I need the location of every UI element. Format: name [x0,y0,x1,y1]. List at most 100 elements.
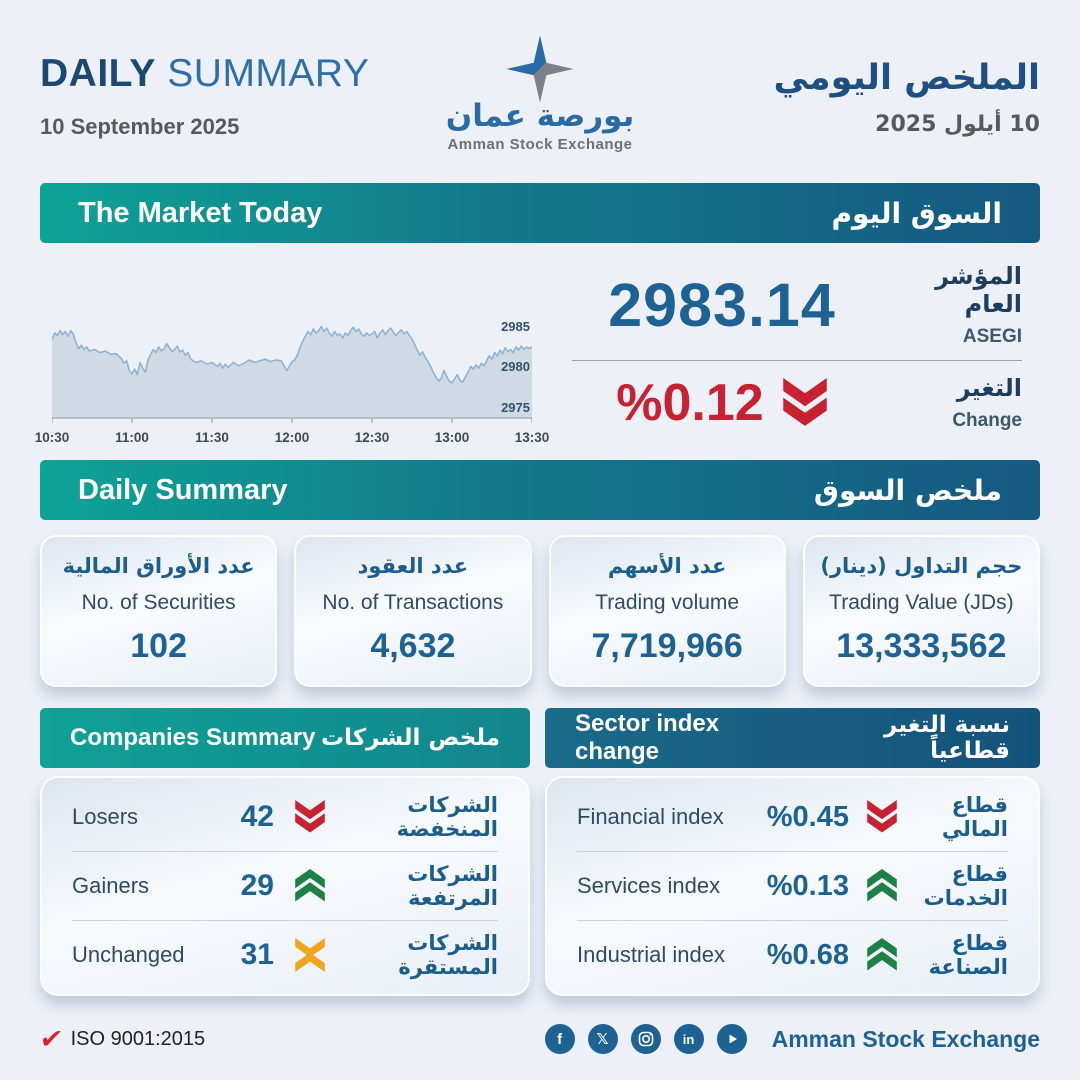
sector-title-en: Sector index change [575,710,720,765]
social-links: f 𝕏 in Amman Stock Exchange [544,1024,1040,1054]
sector-index-panel: Sector index change نسبة التغير قطاعياً … [545,708,1040,996]
double-chevron-up-icon [849,938,915,972]
stat-label-ar: عدد العقود [357,554,469,578]
stat-label-en: No. of Transactions [322,591,504,614]
daily-summary-title-en: Daily Summary [78,473,288,506]
x-tick-label: 11:00 [115,430,149,445]
row-label-en: Industrial index [577,942,725,967]
index-label-ar: المؤشر العام [935,262,1022,318]
footer-brand: Amman Stock Exchange [771,1025,1040,1052]
row-value: 42 [240,800,274,833]
linkedin-icon[interactable]: in [673,1024,704,1054]
double-chevron-up-icon [274,869,346,903]
stat-label-en: No. of Securities [81,591,236,614]
sector-index-banner: Sector index change نسبة التغير قطاعياً [545,708,1040,768]
stat-value: 4,632 [370,627,456,665]
iso-label: ISO 9001:2015 [70,1027,206,1050]
x-tick-label: 12:00 [274,430,310,445]
row-label-en: Services index [577,873,721,898]
ase-logo: بورصة عمان Amman Stock Exchange [430,34,650,153]
chevrons-converge-icon [274,938,346,972]
index-summary: 2983.14 المؤشر العام ASEGI %0.12 التغير … [572,262,1022,433]
row-label-en: Gainers [72,873,150,898]
financial-index-row: Financial index %0.45 قطاع المالي [577,783,1008,851]
row-label-en: Losers [72,804,139,829]
page-title-ar: الملخص اليومي [773,58,1041,98]
iso-certification: ✔ ISO 9001:2015 [38,1024,206,1054]
stat-label-ar: عدد الأسهم [607,554,727,578]
y-tick-label: 2980 [501,359,530,375]
companies-summary-panel: Companies Summary ملخص الشركات Losers 42… [40,708,530,996]
row-value: %0.45 [766,800,849,833]
x-tick-label: 13:30 [514,430,550,445]
row-value: %0.68 [766,938,849,971]
change-label-ar: التغير [956,374,1022,402]
logo-name-en: Amman Stock Exchange [447,136,633,153]
row-label-en: Financial index [577,804,724,829]
index-intraday-chart: 2985 2980 2975 10:30 11:00 11:30 12:00 12:30 13… [35,302,550,454]
change-value: %0.12 [616,374,764,432]
row-value: 31 [240,938,274,971]
logo-name-ar: بورصة عمان [445,98,635,134]
double-chevron-down-icon [849,800,915,834]
x-tick-label: 10:30 [34,430,70,445]
stat-cards-row: عدد الأوراق المالية No. of Securities 10… [40,535,1040,687]
x-tick-label: 11:30 [195,430,229,445]
y-tick-label: 2985 [501,318,530,334]
unchanged-row: Unchanged 31 الشركات المستقرة [72,920,498,989]
stat-label-ar: عدد الأوراق المالية [62,554,255,578]
row-label-ar: الشركات المرتفعة [407,862,498,910]
row-label-en: Unchanged [72,942,185,967]
x-tick-label: 12:30 [354,430,390,445]
chart-x-axis-labels: 10:30 11:00 11:30 12:00 12:30 13:00 13:30 [35,430,550,450]
change-labels: التغير Change [872,374,1022,432]
industrial-index-row: Industrial index %0.68 قطاع الصناعة [577,920,1008,989]
companies-title-ar: ملخص الشركات [321,725,500,751]
stat-label-ar: حجم التداول (دينار) [820,554,1023,578]
companies-summary-banner: Companies Summary ملخص الشركات [40,708,530,768]
row-label-ar: قطاع الصناعة [928,931,1008,979]
market-today-title-en: The Market Today [78,196,323,229]
row-label-ar: قطاع المالي [941,793,1008,841]
instagram-icon[interactable] [630,1024,661,1054]
date-en: 10 September 2025 [40,114,240,139]
index-value: 2983.14 [608,271,836,339]
date-ar: 10 أيلول 2025 [875,112,1040,137]
companies-title-en: Companies Summary [70,724,316,751]
footer: ✔ ISO 9001:2015 f 𝕏 in Amman Stock Excha… [38,1024,1040,1054]
double-chevron-down-icon [782,378,828,428]
change-row: %0.12 التغير Change [572,373,1022,433]
companies-summary-body: Losers 42 الشركات المنخفضة Gainers 29 ال… [40,776,530,996]
x-twitter-icon[interactable]: 𝕏 [587,1024,618,1054]
market-today-banner: The Market Today السوق اليوم [40,183,1040,243]
y-tick-label: 2975 [501,400,530,416]
losers-row: Losers 42 الشركات المنخفضة [72,783,498,851]
bottom-panels: Companies Summary ملخص الشركات Losers 42… [40,708,1040,996]
row-label-ar: قطاع الخدمات [923,862,1008,910]
market-today-title-ar: السوق اليوم [831,196,1002,230]
header-right: الملخص اليومي 10 أيلول 2025 [774,58,1041,137]
double-chevron-down-icon [274,800,346,834]
double-chevron-up-icon [849,869,915,903]
daily-summary-title-ar: ملخص السوق [813,473,1002,507]
change-value-group: %0.12 [572,373,872,433]
stat-card-securities: عدد الأوراق المالية No. of Securities 10… [40,535,278,687]
youtube-icon[interactable] [716,1024,747,1054]
stat-value: 102 [130,627,187,665]
stat-card-value: حجم التداول (دينار) Trading Value (JDs) … [802,535,1040,687]
row-value: 29 [240,869,274,902]
row-value: %0.13 [766,869,849,902]
sector-title-ar: نسبة التغير قطاعياً [884,712,1010,764]
index-divider [572,360,1022,361]
title-summary: SUMMARY [167,52,370,95]
facebook-icon[interactable]: f [544,1024,575,1054]
ase-star-icon [506,35,574,103]
sector-index-body: Financial index %0.45 قطاع المالي Servic… [545,776,1040,996]
services-index-row: Services index %0.13 قطاع الخدمات [577,851,1008,920]
row-label-ar: الشركات المستقرة [398,931,498,979]
index-row: 2983.14 المؤشر العام ASEGI [572,262,1022,348]
gainers-row: Gainers 29 الشركات المرتفعة [72,851,498,920]
index-labels: المؤشر العام ASEGI [872,262,1022,348]
change-label-en: Change [952,410,1022,431]
